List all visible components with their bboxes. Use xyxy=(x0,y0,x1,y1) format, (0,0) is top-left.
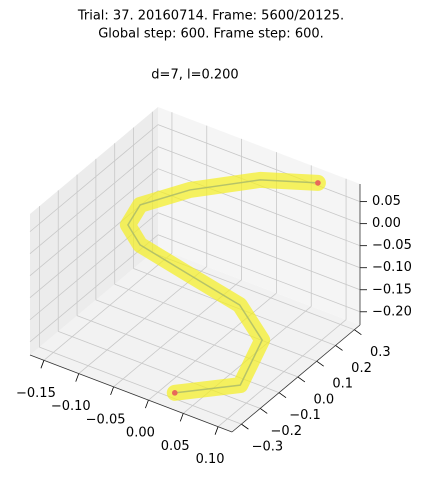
grid-line xyxy=(39,346,242,425)
y-tick-label: −0.3 xyxy=(252,440,284,455)
x-tick xyxy=(40,360,45,369)
grid-line xyxy=(29,146,159,254)
endpoint-marker xyxy=(315,180,321,186)
y-tick-label: 0.1 xyxy=(332,377,353,392)
x-tick-label: −0.05 xyxy=(86,412,126,427)
chart-title: Trial: 37. 20160714. Frame: 5600/20125. xyxy=(77,9,344,24)
grid-line xyxy=(29,168,159,276)
y-tick xyxy=(278,392,287,398)
z-tick-label: 0.00 xyxy=(372,216,401,231)
grid-line xyxy=(157,190,361,269)
y-tick xyxy=(335,345,343,351)
x-tick-label: −0.15 xyxy=(16,386,56,401)
pane xyxy=(30,248,360,432)
x-tick-label: 0.00 xyxy=(126,426,155,441)
x-tick-label: 0.05 xyxy=(161,439,190,454)
z-tick-label: 0.05 xyxy=(372,194,401,209)
chart-subtitle: d=7, l=0.200 xyxy=(151,68,238,83)
x-tick xyxy=(179,413,184,422)
y-tick xyxy=(241,423,249,430)
z-tick-label: −0.05 xyxy=(372,238,412,253)
grid-line xyxy=(78,266,208,374)
grid-line xyxy=(217,319,347,427)
x-tick xyxy=(75,373,80,382)
trajectory-line xyxy=(127,179,319,394)
grid-line xyxy=(157,212,361,291)
grid-line xyxy=(157,124,361,202)
y-tick-label: 0.0 xyxy=(314,392,335,407)
x-tick xyxy=(110,386,114,396)
grid-line xyxy=(58,331,261,409)
y-tick-label: −0.2 xyxy=(270,424,302,439)
chart-title: Global step: 600. Frame step: 600. xyxy=(98,27,324,42)
z-tick-label: −0.15 xyxy=(372,282,412,297)
grid-line xyxy=(29,234,159,343)
x-tick-label: 0.10 xyxy=(196,452,225,467)
axis-line xyxy=(231,324,361,433)
y-tick-label: −0.1 xyxy=(289,408,321,423)
grid-line xyxy=(29,124,159,232)
y-tick xyxy=(297,376,306,383)
grid-line xyxy=(148,292,277,401)
x-tick xyxy=(214,426,219,435)
grid-line xyxy=(43,253,173,361)
grid-line xyxy=(157,168,361,247)
grid-line xyxy=(114,283,317,362)
y-tick-label: 0.2 xyxy=(351,361,372,376)
axis-line xyxy=(29,354,233,433)
y-tick xyxy=(260,408,268,414)
grid-line xyxy=(157,234,361,313)
x-tick-label: −0.10 xyxy=(51,399,91,414)
y-tick-label: 0.3 xyxy=(370,345,391,360)
y-tick xyxy=(354,329,362,336)
endpoint-marker xyxy=(171,390,178,396)
z-tick-label: −0.10 xyxy=(372,260,412,275)
grid-line xyxy=(95,299,299,378)
y-tick xyxy=(316,360,324,367)
z-tick-label: −0.20 xyxy=(372,304,412,319)
x-tick xyxy=(145,399,149,409)
